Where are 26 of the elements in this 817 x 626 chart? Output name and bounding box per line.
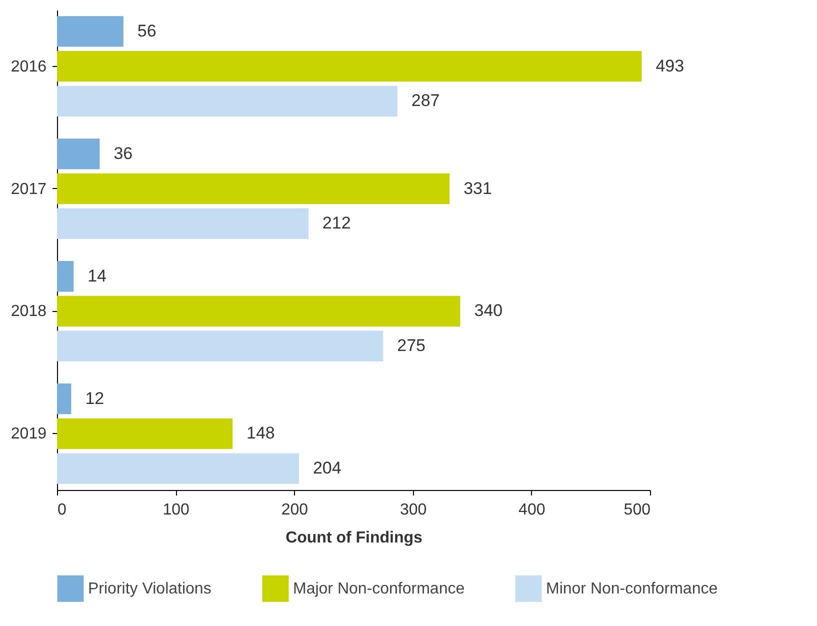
data-label: 340 <box>474 301 503 320</box>
data-label: 14 <box>88 266 107 286</box>
x-tick-label: 0 <box>58 502 66 518</box>
x-tick-label: 500 <box>624 502 651 518</box>
x-tick-label: 200 <box>281 502 308 518</box>
x-tick-label: 300 <box>400 502 427 518</box>
data-label: 212 <box>322 214 351 233</box>
y-tick-label: 2017 <box>10 180 47 198</box>
data-label: 56 <box>137 21 156 40</box>
y-tick-label: 2018 <box>10 303 47 320</box>
data-label: 148 <box>246 424 275 443</box>
legend-label: Major Non-conformance <box>293 580 465 598</box>
y-tick-label: 2016 <box>10 58 47 76</box>
data-label: 287 <box>411 91 440 110</box>
data-label: 36 <box>114 144 133 163</box>
data-label: 204 <box>312 458 342 478</box>
legend-label: Minor Non-conformance <box>546 580 718 598</box>
x-tick-label: 100 <box>162 502 190 518</box>
x-tick-label: 400 <box>518 502 546 518</box>
data-label: 493 <box>656 56 684 76</box>
y-tick-label: 2019 <box>10 426 47 443</box>
x-axis-title: Count of Findings <box>286 530 423 546</box>
data-label: 275 <box>397 336 426 356</box>
legend-label: Priority Violations <box>88 580 212 598</box>
data-label: 12 <box>85 388 104 408</box>
data-label: 331 <box>464 178 492 198</box>
